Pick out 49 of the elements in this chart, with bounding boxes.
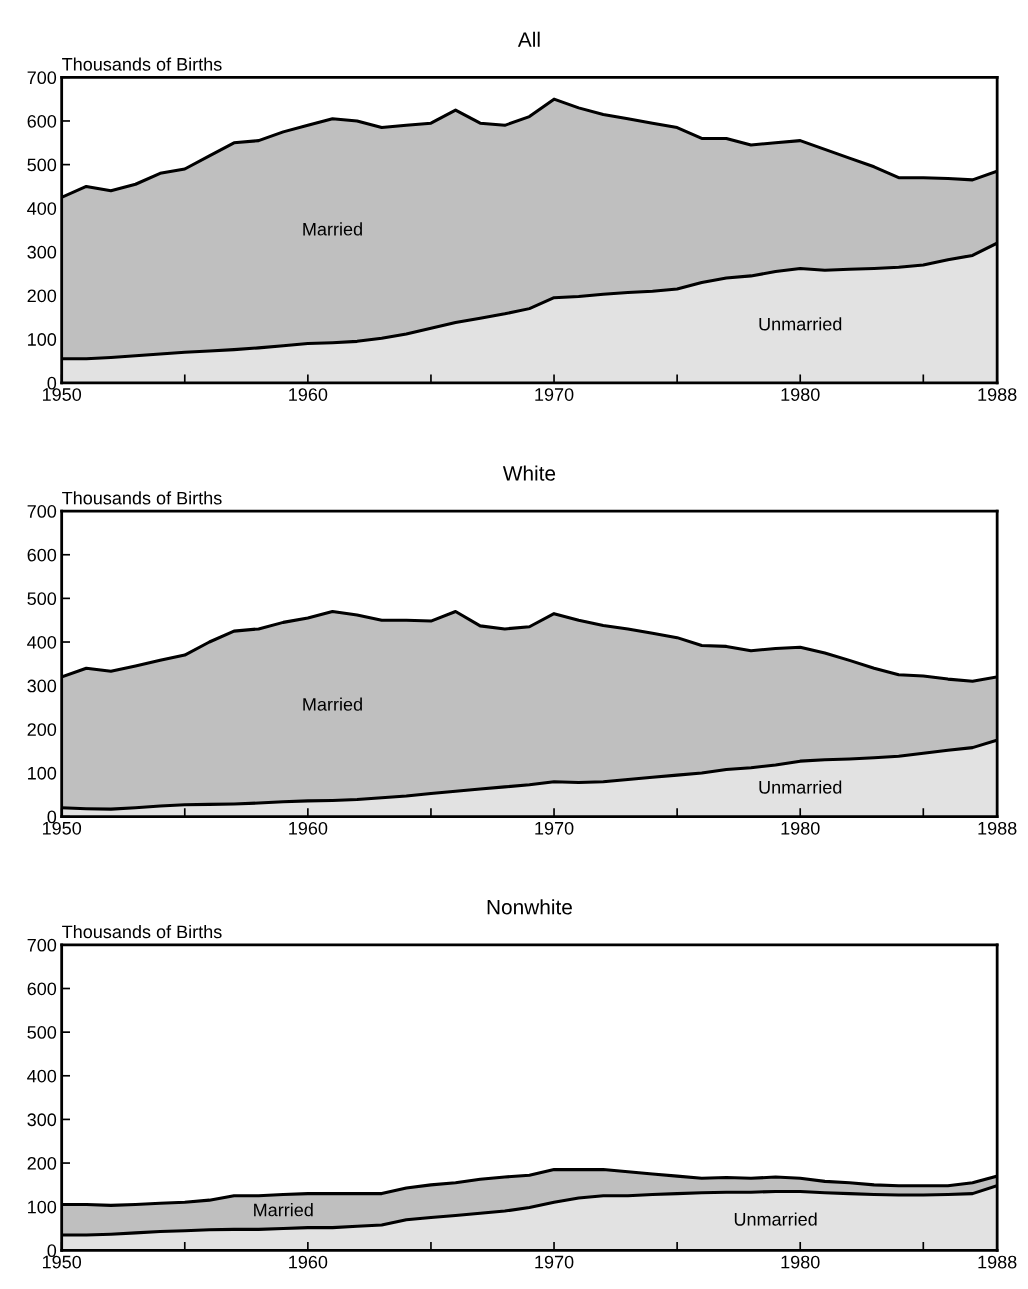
y-tick-label: 600 <box>27 548 57 562</box>
x-tick-label: 1950 <box>42 821 82 835</box>
y-tick-label: 700 <box>27 71 57 85</box>
y-tick-label: 500 <box>27 592 57 606</box>
y-tick-label: 100 <box>28 1200 57 1214</box>
chart-title: White <box>502 465 556 481</box>
x-tick-label: 1970 <box>535 388 574 401</box>
x-tick-label: 1970 <box>535 1255 574 1269</box>
y-tick-label: 600 <box>27 114 57 128</box>
y-tick-label: 600 <box>27 982 57 996</box>
series-label: Married <box>254 1203 313 1217</box>
y-tick-label: 400 <box>27 1069 57 1083</box>
y-tick-label: 200 <box>27 723 57 737</box>
chart-title: All <box>517 31 540 47</box>
series-label: Unmarried <box>759 317 842 331</box>
series-label: Unmarried <box>734 1212 817 1226</box>
x-tick-label: 1960 <box>289 1255 328 1269</box>
y-tick-label: 200 <box>27 289 57 303</box>
y-tick-label: 400 <box>27 202 57 215</box>
x-tick-label: 1980 <box>781 1255 820 1269</box>
chart-title: Nonwhite <box>487 899 572 915</box>
x-tick-label: 1980 <box>781 821 820 835</box>
x-tick-label: 1950 <box>42 388 82 401</box>
y-tick-label: 300 <box>27 1113 57 1127</box>
y-tick-label: 500 <box>27 1026 57 1039</box>
series-label: Married <box>303 222 362 236</box>
y-tick-label: 100 <box>28 333 57 346</box>
y-tick-label: 0 <box>47 810 57 824</box>
y-tick-label: 300 <box>27 245 57 259</box>
y-tick-label: 100 <box>28 766 57 780</box>
x-tick-label: 1980 <box>781 388 820 401</box>
y-tick-label: 300 <box>27 679 57 693</box>
y-tick-label: 700 <box>27 938 57 952</box>
series-label: Married <box>303 697 362 711</box>
x-tick-label: 1960 <box>289 821 328 835</box>
x-tick-label: 1970 <box>535 821 574 835</box>
y-axis-title: Thousands of Births <box>62 924 222 939</box>
y-tick-label: 700 <box>27 505 57 518</box>
x-tick-label: 1960 <box>289 388 328 401</box>
series-label: Unmarried <box>759 780 842 794</box>
x-tick-label: 1988 <box>978 1255 1017 1269</box>
y-axis-title: Thousands of Births <box>62 57 222 71</box>
x-tick-label: 1988 <box>978 821 1017 835</box>
y-tick-label: 0 <box>47 376 57 390</box>
y-tick-label: 500 <box>27 158 57 172</box>
y-axis-title: Thousands of Births <box>62 491 222 505</box>
y-tick-label: 200 <box>27 1156 57 1170</box>
x-tick-label: 1988 <box>978 388 1017 401</box>
y-tick-label: 400 <box>27 635 57 649</box>
